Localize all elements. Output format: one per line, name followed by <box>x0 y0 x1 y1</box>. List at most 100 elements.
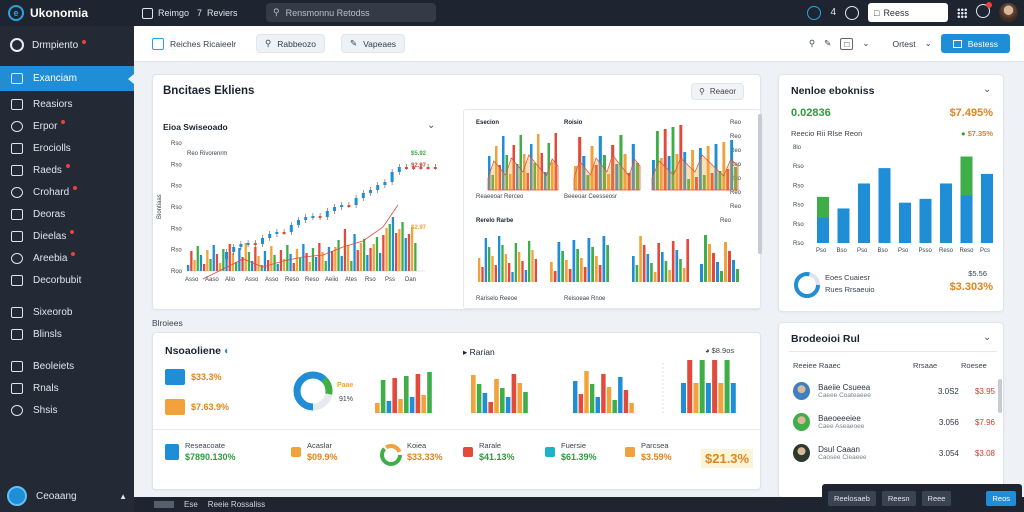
chart-title: Eioa Swiseoado <box>163 122 228 132</box>
top-menu-item-1[interactable]: Reimgo <box>142 7 190 19</box>
sidebar-user[interactable]: Ceoaang ▲ <box>7 486 127 506</box>
kpi-delta: ● $7.35% <box>961 129 993 138</box>
x-tick-label: Psso <box>919 248 933 254</box>
donut-segment <box>293 371 333 411</box>
search-chip[interactable]: ⚲ Rabbeozo <box>256 34 325 53</box>
mini-bar <box>498 236 501 282</box>
mini-bar <box>518 252 521 282</box>
user-avatar[interactable] <box>999 3 1018 22</box>
sidebar-item-areebia[interactable]: Areebia <box>0 247 134 269</box>
sidebar-item-raeds[interactable]: Raeds <box>0 159 134 181</box>
bar <box>222 249 225 271</box>
kpi-value: $7.63.9% <box>191 402 230 412</box>
filter-chip[interactable]: ✎ Vapeaes <box>341 34 406 53</box>
mini-bar <box>718 171 722 190</box>
bar <box>196 246 199 271</box>
float-tab[interactable]: Reesn <box>881 490 916 506</box>
kpi-text: Fuersie $61.39% <box>561 441 597 462</box>
bar <box>292 263 295 271</box>
mini-bar <box>700 264 703 282</box>
sidebar-item-erociolls[interactable]: Erociolls <box>0 137 134 159</box>
float-tab[interactable]: Reee <box>921 490 952 506</box>
sidebar-item-rnals[interactable]: Rnals <box>0 377 134 399</box>
list-item[interactable]: Dsul Caaan Caosee Cieaeee 3.054 $3.08 <box>793 441 995 465</box>
chevron-down-icon[interactable]: ⌄ <box>983 84 992 95</box>
box-icon: □ <box>874 7 880 18</box>
candle <box>376 185 380 190</box>
y-tick-label: Rso <box>171 205 182 211</box>
dashboard-icon <box>152 37 164 50</box>
sidebar-item-deoras[interactable]: Deoras <box>0 203 134 225</box>
sidebar-header[interactable]: Drmpiento <box>0 26 134 64</box>
y-tick-label: Rso <box>793 183 804 189</box>
candle <box>239 244 243 247</box>
mini-bar <box>501 245 504 282</box>
float-tab[interactable]: Reelosaeb <box>828 490 876 506</box>
apps-grid-icon[interactable] <box>957 7 967 18</box>
mini-bar <box>639 236 642 282</box>
box-icon <box>11 164 23 176</box>
scrollbar[interactable] <box>758 114 762 254</box>
search-icon[interactable]: ⚲ <box>808 38 816 48</box>
kpi-text: $21.3% <box>701 447 754 468</box>
chevron-down-icon[interactable]: ⌄ <box>862 38 870 48</box>
kpi-label: Koiea <box>407 441 427 450</box>
candle <box>225 252 228 259</box>
mini-bar <box>671 241 675 282</box>
sidebar-item-label: Exanciam <box>33 73 77 84</box>
scrollbar[interactable] <box>998 379 1002 413</box>
sidebar-item-label: Areebia <box>33 252 68 264</box>
bar <box>299 258 302 271</box>
top-menu-label: Reimgo <box>158 8 190 18</box>
sidebar-item-decorbubit[interactable]: Decorbubit <box>0 269 134 291</box>
calendar-icon[interactable]: □ <box>840 37 854 50</box>
list-item[interactable]: Baeiie Csueea Caeee Coateaeee 3.0S2 $3.95 <box>793 379 995 403</box>
sidebar-item-crohard[interactable]: Crohard <box>0 181 134 203</box>
bar <box>427 372 432 413</box>
float-action-button[interactable]: Reos <box>986 490 1016 506</box>
sidebar-item-erpor[interactable]: Erpor <box>0 115 134 137</box>
bar <box>511 374 517 413</box>
mini-bar <box>732 260 735 282</box>
primary-action-button[interactable]: Bestess <box>940 34 1010 53</box>
bar <box>315 257 318 271</box>
bar <box>273 255 276 271</box>
chevron-down-icon[interactable]: ⌄ <box>427 120 436 131</box>
kpi-icon <box>463 446 473 457</box>
bottom-kpi: Koiea $33.33% <box>377 441 443 462</box>
sidebar-item-sixeorob[interactable]: Sixeorob <box>0 301 134 323</box>
mini-bar <box>661 252 664 282</box>
mini-donut <box>380 444 402 466</box>
stat-value: $8.9os <box>711 346 735 355</box>
chevron-down-icon[interactable]: ⌄ <box>983 332 992 343</box>
top-search[interactable]: ⚲ Rensmonnu Retodss <box>266 3 436 22</box>
bar <box>305 253 308 271</box>
edit-icon[interactable]: ✎ <box>824 38 832 48</box>
search-icon: ⚲ <box>265 38 272 48</box>
mini-bar <box>730 140 734 190</box>
bar <box>231 253 235 271</box>
chevron-down-icon[interactable]: ⌄ <box>924 38 932 48</box>
kpi-icon <box>165 443 179 460</box>
notifications-bell[interactable] <box>976 2 992 21</box>
sort-label[interactable]: Ortest <box>892 38 916 49</box>
app-logo[interactable]: e Ukonomia <box>0 5 134 21</box>
sidebar-item-reasiors[interactable]: Reasiors <box>0 93 134 115</box>
mini-bar <box>667 156 671 190</box>
sidebar-item-exanciam[interactable]: Exanciam <box>0 66 134 91</box>
right-bar-chart: 8lo Rso Rso Rso Rso Rso Pso Bso Pso Bso Pso Psso Res… <box>793 145 993 298</box>
bar <box>318 243 321 271</box>
clock-icon[interactable] <box>845 5 859 20</box>
list-item[interactable]: Baeoeeeiee Caee Aseaeoee 3.056 $7.96 <box>793 410 995 434</box>
filter-pill[interactable]: ⚲ Reaeor <box>691 83 745 100</box>
kpi-item: $7.63.9% <box>165 399 229 415</box>
help-icon[interactable] <box>807 5 822 20</box>
sidebar-item-beoleiets[interactable]: Beoleiets <box>0 355 134 377</box>
mini-bar <box>574 166 578 190</box>
top-menu-item-2[interactable]: 7 Reviers <box>197 8 238 18</box>
sidebar-item-blinsls[interactable]: Blinsls <box>0 323 134 345</box>
sidebar-item-dieelas[interactable]: Dieelas <box>0 225 134 247</box>
tab-dashboard[interactable]: Reiches Ricaieelr <box>150 34 245 53</box>
top-field[interactable]: □ Reess <box>868 3 948 22</box>
sidebar-item-shsis[interactable]: Shsis <box>0 399 134 421</box>
